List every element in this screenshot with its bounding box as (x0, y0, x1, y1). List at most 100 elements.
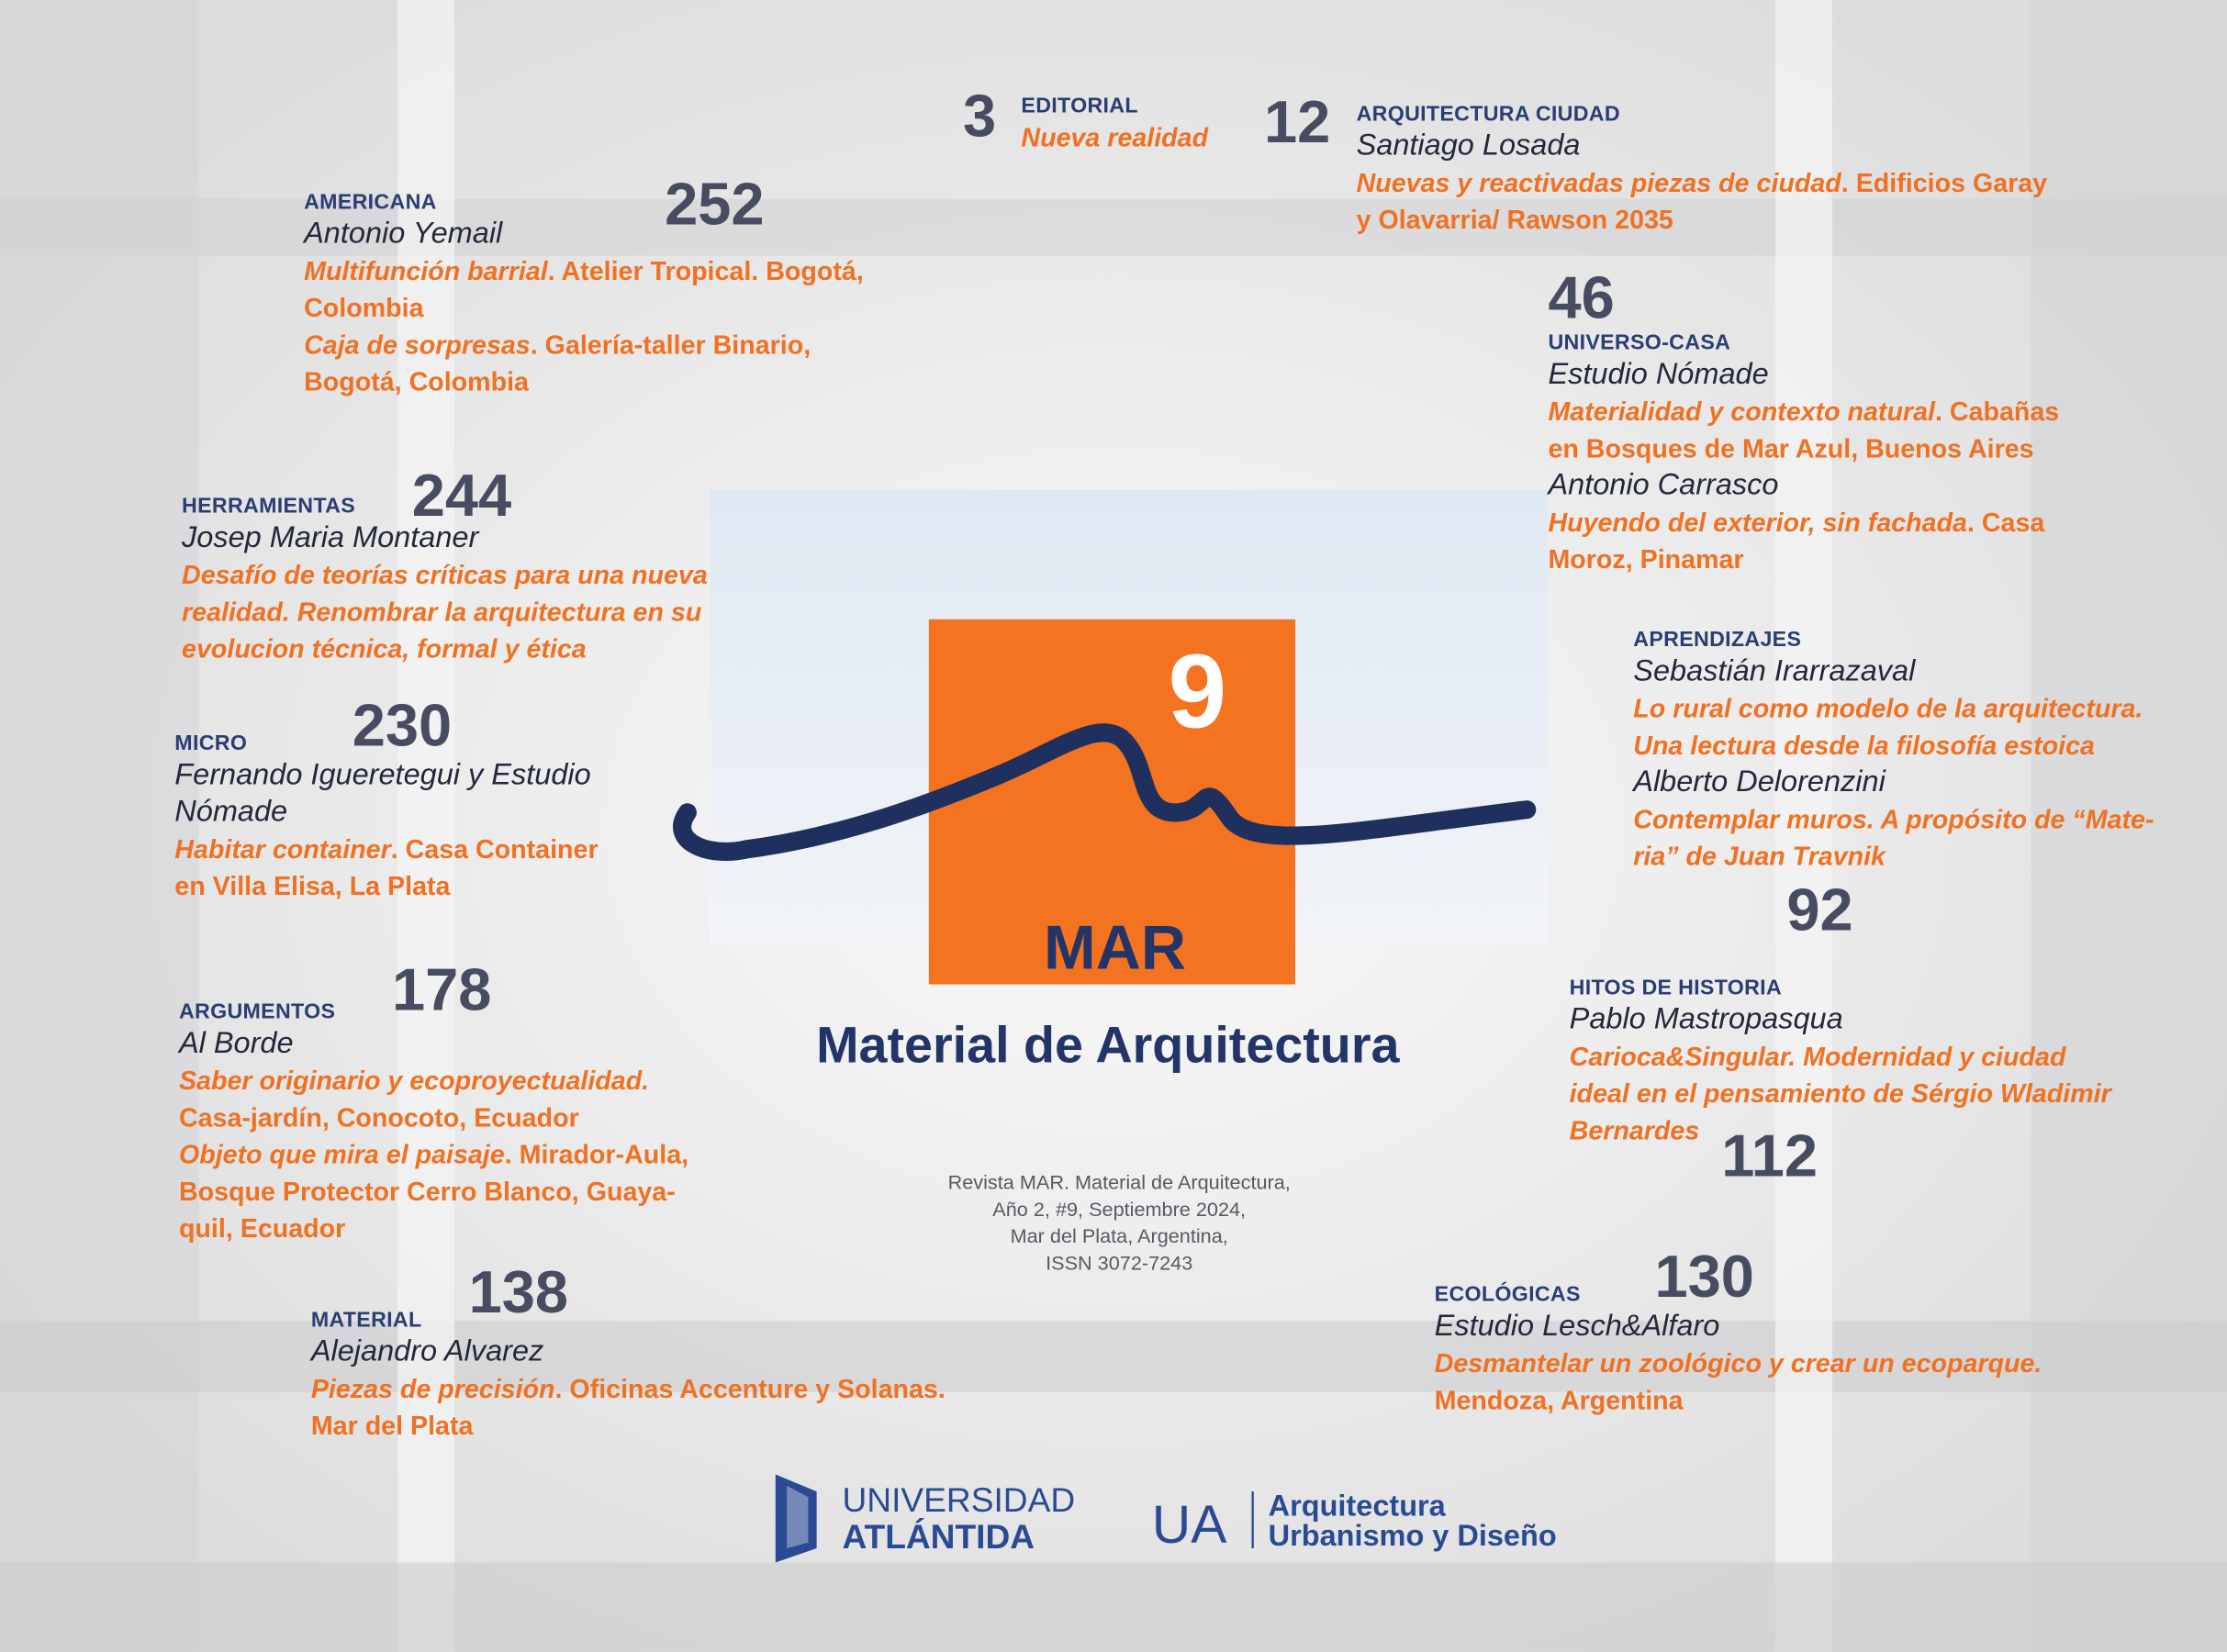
article-title: Carioca&Singular. Modernidad y ciudad id… (1570, 1038, 2131, 1149)
faculty-name: Arquitectura (1269, 1489, 1447, 1522)
title-text: Casa-jardín, Conocoto, Ecuador (178, 1102, 579, 1133)
toc-entry: MICRO Fernando Igueretegui y Estudio Nóma… (174, 731, 629, 905)
article-title: Desafío de teorías críticas para una nue… (182, 557, 729, 668)
section-label: MATERIAL (310, 1308, 422, 1333)
author: Antonio Yemail (304, 217, 503, 251)
title-italic: Huyendo del exterior, sin fachada (1548, 507, 1967, 538)
section-label: MICRO (174, 731, 248, 756)
author: Al Borde (178, 1026, 294, 1060)
section-label: UNIVERSO-CASA (1548, 330, 1731, 355)
toc-entry: ARQUITECTURA CIUDAD Santiago Losada Nuevas… (1357, 102, 2067, 239)
title-text: . Atelier Tropical. Bogotá, Colombia (304, 255, 864, 323)
title-text: . Galería-taller Binario, Bogotá, Colomb… (304, 329, 811, 396)
page-number: 112 (1721, 1122, 1819, 1189)
title-italic: Contemplar muros. A propósito de “Mate-r… (1633, 803, 2154, 871)
article-title: Desmantelar un zoológico y crear un ecop… (1435, 1345, 2060, 1419)
article-title: Habitar container. Casa Container en Vil… (174, 831, 629, 904)
toc-entry: HITOS DE HISTORIA Pablo Mastropasqua Cario… (1570, 976, 2131, 1149)
article-title: Multifunción barrial. Atelier Tropical. … (304, 252, 901, 326)
title-italic: Habitar container (174, 833, 391, 865)
article-title: Objeto que mira el paisaje. Mirador-Aula… (179, 1136, 708, 1247)
title-italic: Objeto que mira el paisaje (178, 1139, 505, 1169)
issue-number: 9 (1168, 632, 1226, 750)
page-number: 252 (665, 170, 765, 238)
author: Santiago Losada (1356, 128, 1581, 162)
page-number: 92 (1786, 876, 1853, 943)
faculty-name: Urbanismo y Diseño (1269, 1519, 1557, 1552)
page-number: 138 (468, 1258, 569, 1326)
colophon: Revista MAR. Material de Arquitectura, A… (835, 1169, 1404, 1278)
author: Pablo Mastropasqua (1569, 1002, 1843, 1036)
title-italic: Materialidad y contexto natural (1548, 396, 1935, 427)
author: Estudio Lesch&Alfaro (1434, 1309, 1720, 1343)
section-label: ARQUITECTURA CIUDAD (1356, 102, 1620, 127)
university-icon-detail (787, 1485, 809, 1548)
title-italic: Desmantelar un zoológico y crear un ecop… (1434, 1347, 2042, 1379)
university-icon (775, 1474, 817, 1563)
article-title: Nuevas y reactivadas piezas de ciudad. E… (1357, 165, 2067, 239)
author: Josep Maria Montaner (182, 521, 479, 554)
section-label: HERRAMIENTAS (182, 494, 355, 519)
title-text: . Casa Container en Villa Elisa, La Plat… (174, 833, 599, 901)
article-title: Piezas de precisión. Oficinas Accenture … (311, 1371, 965, 1445)
page-number: 178 (392, 955, 492, 1023)
article-title: Saber originario y ecoproyectualidad. (179, 1063, 708, 1099)
section-label: APRENDIZAJES (1633, 628, 1802, 653)
article-title: Contemplar muros. A propósito de “Mate-r… (1633, 801, 2165, 875)
article-title: Materialidad y contexto natural. Cabañas… (1548, 394, 2087, 467)
title-italic: Saber originario y ecoproyectualidad. (178, 1065, 650, 1096)
article-title: Lo rural como modelo de la arquitectura.… (1633, 690, 2165, 764)
section-label: ECOLÓGICAS (1434, 1282, 1581, 1307)
colophon-line: Año 2, #9, Septiembre 2024, (992, 1197, 1247, 1221)
title-text: . Casa Moroz, Pinamar (1548, 507, 2045, 575)
title-text: . Oficinas Accenture y Solanas. Mar del … (310, 1373, 946, 1441)
author: Alejandro Alvarez (310, 1334, 544, 1368)
toc-entry: UNIVERSO-CASA Estudio Nómade Materialidad … (1548, 331, 2087, 578)
section-label: ARGUMENTOS (178, 999, 336, 1024)
section-label: HITOS DE HISTORIA (1569, 976, 1783, 1000)
title-italic: Caja de sorpresas (304, 329, 531, 360)
magazine-title: Material de Arquitectura (816, 1017, 1400, 1074)
university-name: ATLÁNTIDA (842, 1517, 1035, 1556)
faculty-abbr: UA (1152, 1495, 1227, 1555)
page-number: 3 (963, 82, 997, 150)
title-italic: Nuevas y reactivadas piezas de ciudad (1356, 167, 1841, 198)
page-number: 130 (1654, 1243, 1754, 1310)
page-number: 230 (352, 691, 453, 759)
university-name: UNIVERSIDAD (842, 1480, 1075, 1519)
page-number: 12 (1264, 87, 1331, 155)
toc-entry: EDITORIAL Nueva realidad (1021, 94, 1262, 156)
colophon-line: Mar del Plata, Argentina, (1010, 1224, 1228, 1247)
title-italic: Multifunción barrial (304, 255, 548, 286)
section-label: AMERICANA (304, 190, 437, 215)
title-text: . Edificios Garay y Olavarria/ Rawson 20… (1356, 167, 2048, 235)
title-text: . Cabañas en Bosques de Mar Azul, Buenos… (1548, 396, 2060, 463)
author: Antonio Carrasco (1548, 468, 1779, 502)
article-title: Casa-jardín, Conocoto, Ecuador (179, 1099, 708, 1136)
colophon-line: Revista MAR. Material de Arquitectura, (947, 1170, 1291, 1194)
author: Alberto Delorenzini (1633, 765, 1886, 798)
colophon-line: ISSN 3072-7243 (1046, 1251, 1193, 1275)
article-title: Nueva realidad (1021, 119, 1262, 156)
title-text: Mendoza, Argentina (1434, 1385, 1684, 1415)
toc-entry: MATERIAL Alejandro Alvarez Piezas de preci… (311, 1308, 965, 1445)
toc-entry: ECOLÓGICAS Estudio Lesch&Alfaro Desmantela… (1435, 1283, 2060, 1420)
title-italic: Desafío de teorías críticas para una nue… (182, 559, 708, 664)
title-text: . Mirador-Aula, Bosque Protector Cerro B… (178, 1139, 689, 1244)
toc-entry: AMERICANA Antonio Yemail Multifunción barr… (304, 190, 901, 400)
toc-entry: APRENDIZAJES Sebastián Irarrazaval Lo rura… (1633, 628, 2165, 875)
toc-entry: ARGUMENTOS Al Borde Saber originario y eco… (179, 1000, 708, 1247)
article-title: Huyendo del exterior, sin fachada. Casa … (1548, 504, 2087, 577)
wave (673, 723, 1537, 861)
title-italic: Lo rural como modelo de la arquitectura.… (1633, 693, 2143, 761)
page-number: 244 (411, 462, 512, 529)
brand: MAR (1044, 913, 1186, 983)
author: Estudio Nómade (1548, 358, 1769, 391)
logo-square (928, 619, 1296, 985)
title-italic: Piezas de precisión (310, 1373, 555, 1404)
title-italic: Nueva realidad (1021, 122, 1209, 152)
title-italic: Carioca&Singular. Modernidad y ciudad id… (1569, 1041, 2111, 1145)
author: Fernando Igueretegui y Estudio Nómade (174, 758, 591, 829)
